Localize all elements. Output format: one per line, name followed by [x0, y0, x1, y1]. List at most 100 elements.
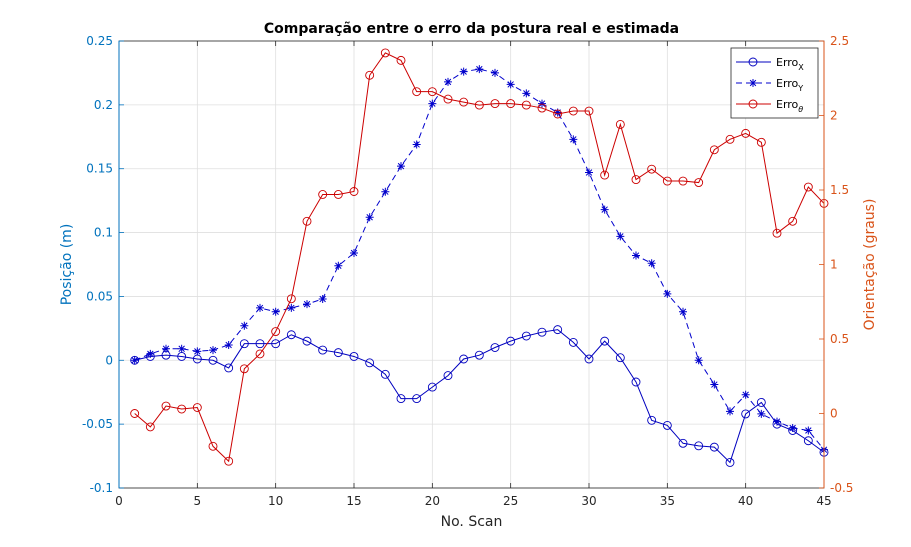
data-point — [255, 339, 265, 349]
axes: 0 5 10 15 20 25 30 35 40 45-0.1-0.0500.050.10.150… — [82, 34, 853, 508]
data-point — [490, 99, 500, 109]
data-point — [475, 65, 484, 74]
data-point — [365, 213, 374, 222]
data-point — [631, 377, 641, 387]
data-point — [428, 99, 437, 108]
data-point — [318, 294, 327, 303]
data-point — [538, 99, 546, 108]
data-point — [459, 354, 469, 364]
data-point — [380, 48, 390, 58]
data-point — [130, 409, 140, 418]
data-point — [302, 336, 312, 346]
data-point — [725, 134, 735, 144]
data-point — [177, 344, 186, 353]
data-point — [474, 100, 484, 110]
data-point — [537, 103, 547, 113]
data-point — [506, 80, 515, 89]
left-y-tick-label: 0 — [105, 353, 113, 367]
data-point — [271, 307, 280, 316]
data-point — [757, 409, 766, 418]
x-tick-label: 5 — [194, 494, 202, 508]
data-point — [726, 407, 734, 416]
x-tick-label: 25 — [503, 494, 518, 508]
data-point — [412, 394, 422, 404]
legend-label-text: Erro — [776, 77, 799, 90]
data-point — [584, 106, 594, 116]
data-point — [522, 89, 531, 98]
data-point — [678, 438, 688, 448]
series-erro-theta — [130, 48, 829, 466]
data-point — [177, 404, 187, 414]
right-y-tick-label: 0.5 — [830, 332, 849, 346]
data-point — [569, 135, 578, 144]
left-y-tick-label: 0.25 — [86, 34, 113, 48]
data-point — [130, 356, 139, 365]
data-point — [748, 99, 758, 109]
data-point — [647, 164, 657, 174]
left-y-tick-label: 0.2 — [94, 98, 113, 112]
data-point — [209, 346, 217, 355]
data-point — [318, 345, 328, 355]
data-point — [333, 348, 343, 358]
legend-label-subscript: X — [798, 63, 804, 72]
data-point — [271, 327, 281, 336]
legend-label: ErroX — [776, 56, 804, 72]
data-point — [224, 363, 234, 373]
data-point — [694, 441, 704, 451]
left-y-tick-label: -0.05 — [82, 417, 113, 431]
right-y-tick-label: -0.5 — [830, 481, 853, 495]
data-point — [741, 128, 751, 138]
data-point — [788, 423, 797, 432]
data-point — [255, 349, 265, 359]
data-point — [725, 458, 735, 467]
x-tick-label: 45 — [816, 494, 831, 508]
data-point — [709, 145, 719, 155]
data-point — [287, 303, 296, 312]
x-tick-label: 10 — [268, 494, 283, 508]
series-line — [134, 52, 825, 463]
data-point — [396, 394, 406, 404]
data-point — [193, 347, 202, 356]
data-point — [443, 94, 453, 104]
right-y-tick-label: 2 — [830, 109, 838, 123]
data-point — [286, 330, 296, 340]
data-point — [349, 187, 359, 196]
data-point — [397, 162, 405, 171]
left-y-tick-label: 0.1 — [94, 226, 113, 240]
data-point — [632, 251, 640, 260]
data-point — [318, 190, 328, 199]
data-point — [679, 307, 687, 316]
data-point — [459, 97, 469, 107]
data-point — [694, 178, 704, 188]
right-y-tick-label: 1 — [830, 258, 838, 272]
data-point — [459, 67, 468, 76]
legend-label-subscript: Y — [797, 84, 803, 93]
data-point — [647, 415, 657, 425]
data-point — [710, 380, 719, 389]
data-point — [427, 87, 437, 97]
data-point — [490, 343, 500, 352]
data-point — [756, 397, 766, 407]
data-point — [302, 216, 312, 226]
data-point — [600, 170, 610, 180]
right-y-tick-label: 2.5 — [830, 34, 849, 48]
legend-label-text: Erro — [776, 98, 799, 111]
x-tick-label: 15 — [346, 494, 361, 508]
data-point — [568, 337, 578, 347]
data-point — [709, 442, 719, 452]
data-point — [286, 294, 296, 304]
chart-title: Comparação entre o erro da postura real … — [264, 21, 679, 37]
left-y-axis-label: Posição (m) — [59, 224, 75, 306]
data-point — [491, 68, 499, 77]
data-point — [381, 187, 390, 196]
data-point — [803, 436, 813, 446]
data-point — [741, 390, 750, 399]
data-point — [412, 140, 421, 149]
legend-box — [730, 47, 819, 119]
data-point — [412, 87, 422, 97]
data-point — [584, 354, 594, 364]
data-point — [365, 70, 375, 80]
data-point — [788, 216, 798, 226]
